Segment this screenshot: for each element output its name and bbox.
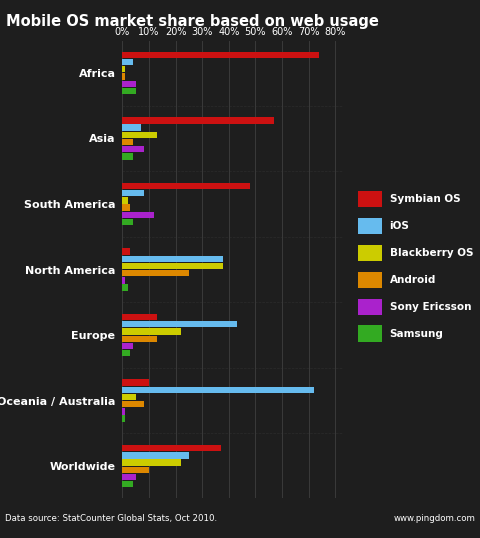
- FancyBboxPatch shape: [358, 299, 382, 315]
- Bar: [122, 466, 149, 473]
- Bar: [122, 321, 237, 328]
- Bar: [122, 153, 133, 160]
- Bar: [122, 452, 189, 458]
- Bar: [122, 328, 181, 335]
- Text: Sony Ericsson: Sony Ericsson: [390, 302, 471, 312]
- Bar: [122, 190, 144, 196]
- Bar: [122, 197, 128, 203]
- Text: Blackberry OS: Blackberry OS: [390, 248, 473, 258]
- Bar: [122, 219, 133, 225]
- Bar: [122, 256, 224, 262]
- Bar: [122, 132, 157, 138]
- Text: www.pingdom.com: www.pingdom.com: [393, 514, 475, 523]
- FancyBboxPatch shape: [358, 191, 382, 207]
- Bar: [122, 204, 131, 211]
- Bar: [122, 277, 125, 284]
- Bar: [122, 81, 136, 87]
- Text: Samsung: Samsung: [390, 329, 444, 338]
- Bar: [122, 270, 189, 277]
- Text: Mobile OS market share based on web usage: Mobile OS market share based on web usag…: [6, 14, 379, 29]
- FancyBboxPatch shape: [358, 325, 382, 342]
- Bar: [122, 285, 128, 291]
- Bar: [122, 379, 149, 386]
- Bar: [122, 88, 136, 94]
- Text: Symbian OS: Symbian OS: [390, 194, 460, 204]
- Bar: [122, 394, 136, 400]
- Bar: [122, 146, 144, 152]
- FancyBboxPatch shape: [358, 245, 382, 261]
- Bar: [122, 139, 133, 145]
- Text: Data source: StatCounter Global Stats, Oct 2010.: Data source: StatCounter Global Stats, O…: [5, 514, 217, 523]
- FancyBboxPatch shape: [358, 218, 382, 234]
- Bar: [122, 408, 125, 415]
- Bar: [122, 59, 133, 65]
- Text: iOS: iOS: [390, 221, 409, 231]
- Bar: [122, 183, 250, 189]
- Bar: [122, 401, 144, 407]
- Bar: [122, 211, 155, 218]
- Bar: [122, 387, 314, 393]
- Bar: [122, 350, 131, 356]
- FancyBboxPatch shape: [358, 272, 382, 288]
- Bar: [122, 445, 221, 451]
- Bar: [122, 481, 133, 487]
- Bar: [122, 459, 181, 466]
- Bar: [122, 52, 319, 58]
- Bar: [122, 314, 157, 320]
- Bar: [122, 249, 131, 254]
- Bar: [122, 263, 224, 269]
- Bar: [122, 117, 274, 124]
- Bar: [122, 415, 125, 422]
- Bar: [122, 474, 136, 480]
- Bar: [122, 336, 157, 342]
- Bar: [122, 124, 141, 131]
- Bar: [122, 66, 125, 73]
- Text: Android: Android: [390, 275, 436, 285]
- Bar: [122, 73, 125, 80]
- Bar: [122, 343, 133, 349]
